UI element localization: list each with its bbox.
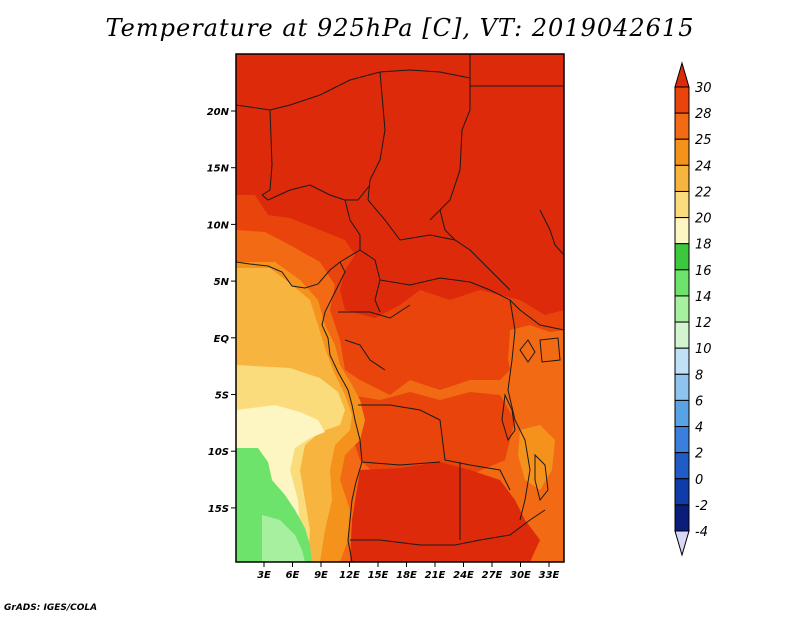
latitude-axis: 20N 15N 10N 5N EQ 5S 10S 15S (207, 107, 236, 515)
colorbar-label: 6 (695, 394, 703, 409)
colorbar-label: 28 (695, 107, 712, 122)
colorbar-label: 25 (695, 133, 712, 148)
fill-east-highlands (508, 325, 564, 420)
colorbar-label: 30 (695, 81, 712, 96)
colorbar-segment (674, 112, 690, 140)
border-s2 (344, 339, 386, 371)
border-e1 (539, 209, 564, 256)
colorbar-label: 0 (695, 473, 703, 488)
grads-credit: GrADS: IGES/COLA (4, 603, 98, 613)
colorbar-segment (674, 504, 690, 532)
lon-tick-label: 27E (482, 570, 503, 581)
lon-tick-label: 24E (453, 570, 474, 581)
chart-title: Temperature at 925hPa [C], VT: 201904261… (105, 14, 695, 42)
lon-tick-label: 30E (510, 570, 531, 581)
border-s5 (350, 509, 546, 546)
colorbar-segment (674, 86, 690, 114)
colorbar-segment (674, 452, 690, 480)
colorbar-label: 22 (695, 185, 712, 200)
colorbar-segment (674, 347, 690, 375)
lon-tick-label: 21E (425, 570, 446, 581)
map-frame (235, 53, 565, 563)
lake-3 (501, 393, 516, 442)
colorbar-segment (674, 426, 690, 454)
border-c4 (439, 209, 456, 241)
colorbar-label: -4 (695, 525, 708, 540)
colorbar-segment (674, 295, 690, 323)
lon-tick-label: 15E (368, 570, 389, 581)
colorbar-label: 8 (695, 368, 703, 383)
border-n1 (236, 69, 471, 111)
border-s1 (338, 304, 411, 319)
colorbar-label: 18 (695, 238, 712, 253)
lat-tick-label: 20N (207, 107, 230, 118)
lon-tick-label: 12E (339, 570, 360, 581)
colorbar-label: 16 (695, 264, 712, 279)
colorbar-label: 2 (695, 447, 703, 462)
colorbar-label: 14 (695, 290, 712, 305)
coastline-west (236, 261, 363, 562)
lat-tick-label: 10N (207, 220, 230, 231)
lat-tick-label: 5N (214, 277, 230, 288)
colorbar-label: 12 (695, 316, 712, 331)
border-n2 (261, 109, 273, 196)
colorbar-bottom-triangle (674, 530, 690, 557)
lon-tick-label: 18E (396, 570, 417, 581)
border-n3 (367, 71, 386, 201)
fill-gt30-south (350, 462, 540, 562)
border-w1 (261, 184, 371, 201)
lon-tick-label: 9E (314, 570, 328, 581)
colorbar-label: 24 (695, 159, 712, 174)
border-w2 (339, 199, 361, 263)
longitude-axis: 3E 6E 9E 12E 15E 18E 21E 24E 27E 30E 33E (257, 562, 560, 581)
lake-4 (534, 453, 549, 502)
border-s3 (358, 404, 511, 491)
border-c3 (367, 199, 511, 291)
colorbar-top-triangle (674, 61, 690, 88)
lake-2 (539, 337, 561, 363)
lake-1 (519, 339, 536, 363)
lat-tick-label: 5S (215, 391, 229, 402)
colorbar-segment (674, 399, 690, 428)
fill-12-14-region (262, 515, 305, 562)
colorbar-segment (674, 138, 690, 166)
colorbar-segment (674, 217, 690, 245)
colorbar-segment (674, 478, 690, 506)
fill-28-30-basin (350, 392, 515, 480)
lat-tick-label: EQ (214, 334, 230, 345)
lat-tick-label: 15S (208, 504, 229, 515)
colorbar-segment (674, 373, 690, 401)
colorbar-segment (674, 269, 690, 297)
colorbar-segment (674, 243, 690, 271)
lon-tick-label: 3E (257, 570, 271, 581)
border-e2 (507, 299, 531, 521)
border-s4 (361, 461, 441, 466)
border-c2 (379, 277, 564, 331)
colorbar-label: 4 (695, 421, 703, 436)
colorbar-segment (674, 321, 690, 349)
colorbar-label: -2 (695, 499, 708, 514)
colorbar-label: 10 (695, 342, 712, 357)
borders-layer (236, 54, 564, 562)
lat-tick-label: 10S (208, 447, 229, 458)
lon-tick-label: 6E (286, 570, 300, 581)
lat-tick-label: 15N (207, 164, 230, 175)
colorbar-segment (674, 190, 690, 219)
colorbar-label: 20 (695, 212, 712, 227)
lon-tick-label: 33E (539, 570, 560, 581)
colorbar-segment (674, 164, 690, 192)
temperature-fill-layer (236, 54, 564, 562)
